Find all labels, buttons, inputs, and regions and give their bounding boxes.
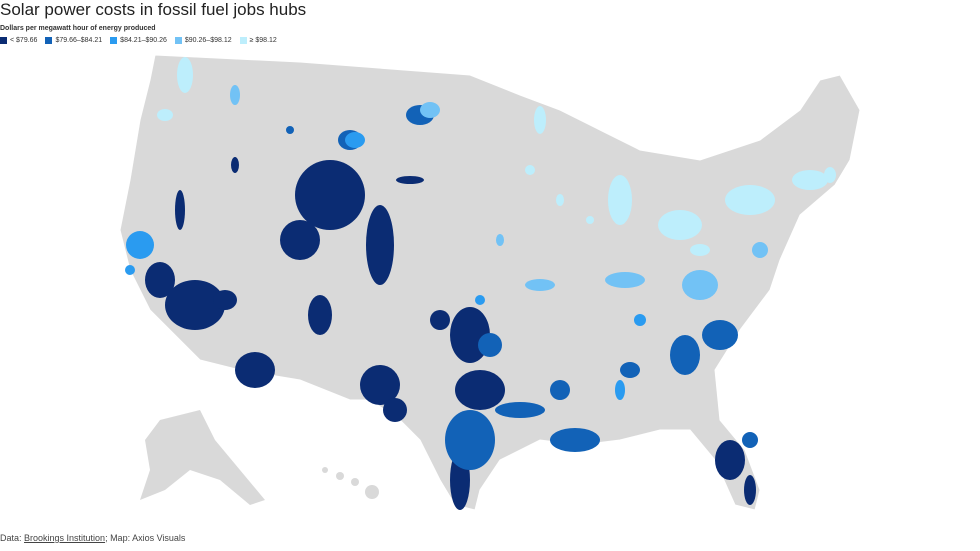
county-cluster: [550, 380, 570, 400]
county-cluster: [608, 175, 632, 225]
legend-item: < $79.66: [0, 37, 37, 44]
county-cluster: [175, 190, 185, 230]
county-cluster: [125, 265, 135, 275]
county-cluster: [824, 167, 836, 183]
county-cluster: [230, 85, 240, 105]
legend-swatch: [174, 37, 182, 44]
county-cluster: [145, 262, 175, 298]
source-suffix: ; Map: Axios Visuals: [105, 533, 186, 543]
legend-swatch: [45, 37, 53, 44]
county-cluster: [702, 320, 738, 350]
county-cluster: [231, 157, 239, 173]
county-cluster: [126, 231, 154, 259]
county-cluster: [295, 160, 365, 230]
county-cluster: [586, 216, 594, 224]
legend-swatch: [110, 37, 118, 44]
county-cluster: [556, 194, 564, 206]
county-cluster: [360, 365, 400, 405]
legend: < $79.66 $79.66–$84.21 $84.21–$90.26 $90.26…: [0, 37, 277, 44]
legend-item: $90.26–$98.12: [174, 37, 232, 44]
county-cluster: [177, 57, 193, 93]
county-cluster: [445, 410, 495, 470]
county-cluster: [235, 352, 275, 388]
county-cluster: [430, 310, 450, 330]
county-cluster: [213, 290, 237, 310]
source: Data: Brookings Institution; Map: Axios …: [0, 533, 185, 543]
county-cluster: [396, 176, 424, 184]
county-cluster: [615, 380, 625, 400]
county-cluster: [725, 185, 775, 215]
county-cluster: [690, 244, 710, 256]
legend-label: $90.26–$98.12: [184, 37, 232, 44]
county-cluster: [495, 402, 545, 418]
county-cluster: [658, 210, 702, 240]
county-cluster: [534, 106, 546, 134]
legend-swatch: [239, 37, 247, 44]
regions: [125, 57, 836, 510]
county-cluster: [345, 132, 365, 148]
legend-item: $79.66–$84.21: [45, 37, 102, 44]
title: Solar power costs in fossil fuel jobs hu…: [0, 0, 307, 19]
alaska: [140, 410, 265, 505]
county-cluster: [605, 272, 645, 288]
county-cluster: [478, 333, 502, 357]
legend-item: ≥ $98.12: [239, 37, 277, 44]
county-cluster: [550, 428, 600, 452]
county-cluster: [715, 440, 745, 480]
county-cluster: [670, 335, 700, 375]
subtitle: Dollars per megawatt hour of energy prod…: [0, 25, 156, 32]
county-cluster: [682, 270, 718, 300]
legend-item: $84.21–$90.26: [110, 37, 167, 44]
county-cluster: [742, 432, 758, 448]
county-cluster: [475, 295, 485, 305]
county-cluster: [744, 475, 756, 505]
legend-swatch: [0, 37, 7, 44]
hawaii: [322, 467, 379, 499]
county-cluster: [496, 234, 504, 246]
legend-label: < $79.66: [10, 37, 38, 44]
county-cluster: [286, 126, 294, 134]
county-cluster: [525, 279, 555, 291]
legend-label: ≥ $98.12: [249, 37, 277, 44]
land: [119, 54, 861, 511]
county-cluster: [455, 370, 505, 410]
legend-label: $79.66–$84.21: [55, 37, 103, 44]
source-link[interactable]: Brookings Institution: [24, 533, 106, 543]
legend-label: $84.21–$90.26: [120, 37, 167, 44]
county-cluster: [620, 362, 640, 378]
county-cluster: [420, 102, 440, 118]
county-cluster: [383, 398, 407, 422]
source-prefix: Data:: [0, 533, 25, 543]
county-cluster: [525, 165, 535, 175]
county-cluster: [157, 109, 173, 121]
county-cluster: [366, 205, 394, 285]
county-cluster: [165, 280, 225, 330]
county-cluster: [634, 314, 646, 326]
county-cluster: [752, 242, 768, 258]
county-cluster: [308, 295, 332, 335]
county-cluster: [792, 170, 828, 190]
county-cluster: [280, 220, 320, 260]
